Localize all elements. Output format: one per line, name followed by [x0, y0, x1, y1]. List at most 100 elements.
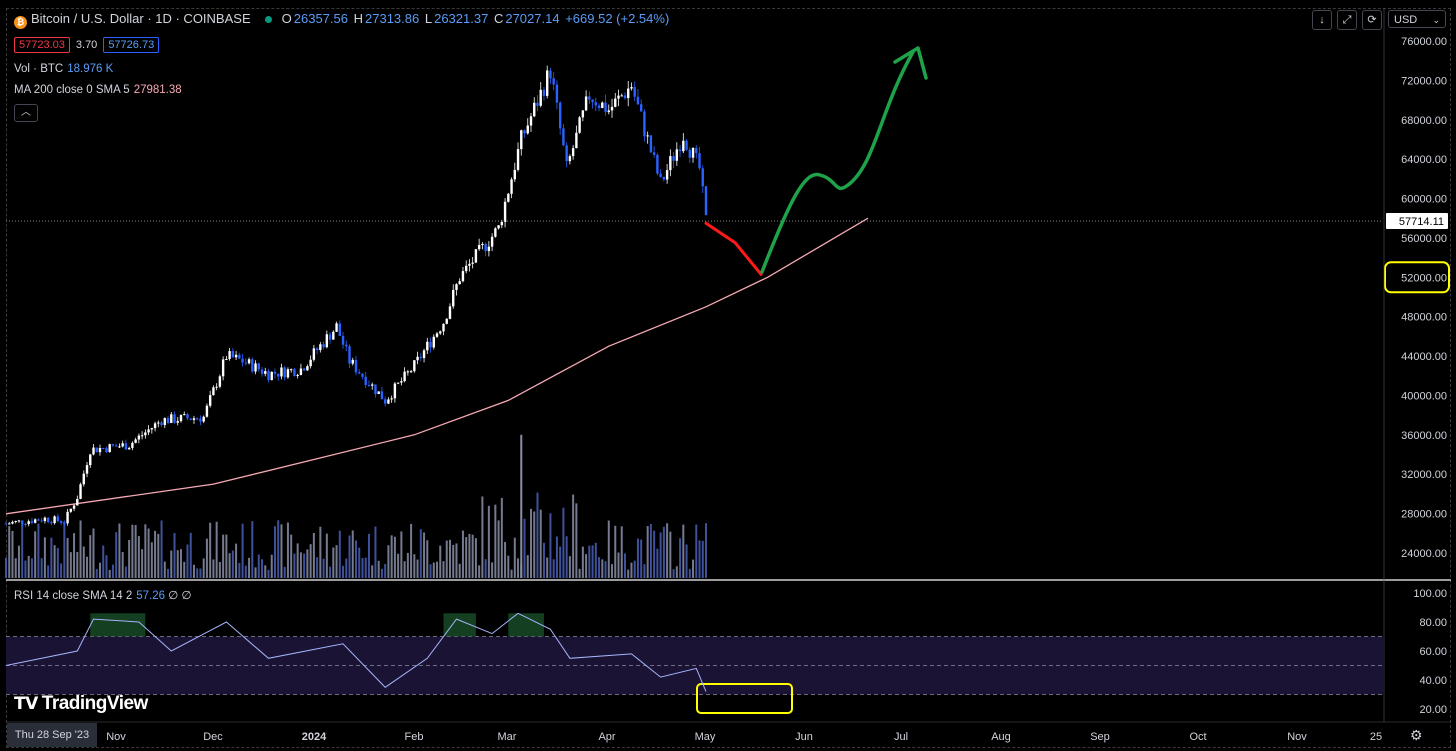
x-tick-label: Jun — [795, 731, 813, 743]
candle-body — [69, 508, 73, 512]
candle-body — [221, 359, 225, 377]
volume-bar — [329, 566, 332, 578]
candle-body — [160, 422, 163, 426]
candle-body — [695, 147, 698, 154]
candle-body — [503, 201, 507, 222]
buy-price[interactable]: 57726.73 — [103, 37, 160, 53]
volume-bar — [202, 558, 205, 578]
candle-body — [429, 341, 432, 348]
volume-bar — [296, 543, 299, 578]
volume-bar — [692, 559, 695, 578]
volume-bar — [607, 520, 610, 578]
candle-body — [409, 371, 413, 373]
sell-price[interactable]: 57723.03 — [14, 37, 70, 53]
tradingview-name: TradingView — [41, 693, 149, 714]
volume-bar — [50, 537, 53, 578]
candle-body — [413, 360, 416, 372]
y-tick-label: 60000.00 — [1401, 194, 1447, 206]
candle-body — [89, 454, 92, 466]
candle-body — [72, 505, 76, 509]
volume-bar — [235, 543, 238, 578]
volume-bar — [494, 504, 497, 578]
volume-bar — [14, 558, 17, 578]
volume-bar — [526, 555, 529, 578]
currency-select[interactable]: USD ⌄ — [1388, 10, 1446, 28]
candle-body — [426, 341, 429, 351]
candle-body — [584, 96, 588, 111]
candle-body — [273, 371, 277, 374]
volume-bar — [147, 528, 150, 578]
volume-bar — [403, 561, 406, 578]
volume-bar — [325, 533, 328, 578]
candle-body — [267, 371, 270, 381]
candle-body — [254, 363, 257, 372]
ma-label: MA 200 close 0 SMA 5 — [14, 84, 130, 96]
candle-body — [137, 435, 141, 440]
volume-bar — [397, 553, 400, 578]
market-status-dot — [264, 15, 272, 23]
candle-body — [351, 359, 354, 364]
candle-body — [192, 418, 196, 420]
volume-bar — [371, 565, 374, 578]
volume-bar — [332, 547, 335, 578]
candle-body — [685, 140, 688, 150]
chevron-up-icon[interactable]: ︿ — [14, 104, 38, 122]
candle-body — [14, 520, 17, 522]
candle-body — [652, 152, 656, 155]
candle-body — [458, 281, 461, 285]
volume-bar — [542, 542, 545, 578]
volume-bar — [384, 564, 387, 578]
volume-bar — [95, 568, 98, 578]
volume-bar — [69, 552, 72, 578]
rsi-indicator-label[interactable]: RSI 14 close SMA 14 2 57.26 ∅ ∅ — [14, 588, 191, 602]
candle-body — [400, 381, 403, 383]
candle-body — [277, 373, 280, 377]
gear-icon[interactable]: ⚙ — [1410, 727, 1423, 743]
candle-body — [325, 334, 329, 348]
candle-body — [484, 243, 487, 252]
volume-bar — [555, 536, 558, 578]
ma-200-line — [5, 217, 869, 515]
candle-body — [8, 523, 11, 525]
symbol-title[interactable]: Bitcoin / U.S. Dollar · 1D · COINBASE — [31, 11, 251, 26]
x-tick-label: Nov — [1287, 731, 1307, 743]
crosshair-date-label: Thu 28 Sep '23 — [7, 723, 97, 747]
ma-indicator-label[interactable]: MA 200 close 0 SMA 5 27981.38 — [14, 84, 182, 96]
candle-body — [633, 87, 636, 97]
volume-bar — [309, 544, 312, 578]
candle-body — [393, 383, 397, 399]
refresh-icon[interactable]: ⟳ — [1362, 10, 1382, 30]
candle-body — [614, 98, 617, 107]
bitcoin-icon: ₿ — [14, 16, 27, 29]
volume-bar — [228, 553, 231, 578]
volume-bar — [623, 553, 626, 578]
tradingview-logo[interactable]: 𝗧𝗩 TradingView — [14, 693, 148, 715]
x-tick-label: Mar — [498, 731, 517, 743]
candle-body — [338, 323, 341, 336]
candle-body — [627, 88, 630, 99]
volume-bar — [572, 494, 575, 578]
candle-body — [464, 265, 468, 272]
candle-body — [487, 246, 491, 252]
candle-body — [293, 369, 296, 376]
candle-body — [675, 149, 679, 161]
candle-body — [283, 367, 286, 378]
fullscreen-icon[interactable]: ⤢ — [1337, 10, 1357, 30]
candle-body — [134, 439, 137, 443]
volume-bar — [500, 497, 503, 578]
volume-bar — [448, 539, 451, 578]
candle-body — [225, 358, 228, 360]
download-icon[interactable]: ↓ — [1312, 10, 1332, 30]
candle-body — [542, 89, 546, 96]
volume-indicator-label[interactable]: Vol · BTC 18.976 K — [14, 63, 113, 75]
volume-bar — [225, 534, 228, 578]
candle-body — [468, 263, 471, 266]
candle-body — [144, 432, 147, 436]
volume-bar — [523, 518, 526, 578]
volume-bar — [611, 564, 614, 578]
volume-bar — [672, 569, 675, 578]
volume-bar — [474, 538, 477, 578]
rsi-overbought-fill — [508, 613, 544, 637]
candle-body — [98, 448, 102, 453]
